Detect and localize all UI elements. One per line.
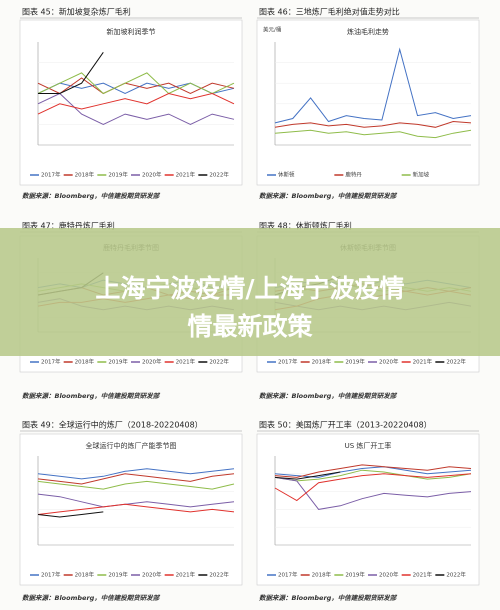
legend-label: 2018年	[75, 358, 95, 366]
legend-label: 休斯顿	[278, 171, 295, 179]
legend-label: 2021年	[413, 358, 433, 366]
legend-label: 2022年	[446, 358, 466, 366]
series-line	[274, 129, 472, 139]
banner-line: 情最新政策	[187, 312, 313, 341]
source-note: 数据来源：Bloomberg，中信建投期货研发部	[22, 192, 161, 200]
series-line	[274, 473, 472, 502]
series-line	[37, 473, 235, 485]
source-note: 数据来源：Bloomberg，中信建投期货研发部	[259, 594, 398, 602]
series-line	[37, 480, 235, 490]
series-line	[274, 469, 472, 482]
legend-label: 2017年	[278, 358, 298, 366]
legend-label: 2020年	[142, 571, 162, 579]
legend-label: 2017年	[278, 571, 298, 579]
legend-label: 2020年	[142, 171, 162, 179]
series-line	[37, 72, 235, 95]
series-line	[37, 493, 235, 508]
legend-label: 2019年	[345, 571, 365, 579]
legend-label: 新加坡	[413, 171, 430, 179]
legend-label: 2022年	[446, 571, 466, 579]
legend-label: 2019年	[345, 358, 365, 366]
banner-band	[0, 228, 500, 356]
legend-label: 2022年	[209, 358, 229, 366]
chart-title: 全球运行中的炼厂产能季节图	[86, 441, 177, 450]
legend-label: 2020年	[142, 358, 162, 366]
chart-frame	[256, 19, 480, 186]
legend-label: 2017年	[41, 571, 61, 579]
legend-label: 2021年	[176, 171, 196, 179]
legend-label: 2021年	[176, 571, 196, 579]
chart-title: US 炼厂开工率	[345, 441, 392, 450]
chart-title: 新加坡利润季节	[107, 27, 156, 36]
legend-label: 2019年	[108, 571, 128, 579]
legend-label: 2018年	[312, 571, 332, 579]
banner-line: 上海宁波疫情/上海宁波疫情	[95, 274, 404, 303]
source-note: 数据来源：Bloomberg，中信建投期货研发部	[22, 392, 161, 400]
series-line	[38, 52, 104, 94]
series-line	[37, 92, 235, 115]
series-line	[37, 503, 235, 515]
legend-label: 2020年	[379, 571, 399, 579]
series-line	[274, 476, 472, 510]
figure-caption: 图表 46：三地炼厂毛利绝对值走势对比	[259, 7, 400, 17]
series-line	[274, 471, 341, 480]
series-line	[274, 466, 472, 478]
series-line	[274, 47, 472, 124]
legend-label: 2021年	[176, 358, 196, 366]
legend-label: 2020年	[379, 358, 399, 366]
chart-frame	[19, 19, 243, 186]
series-line	[37, 511, 104, 518]
source-note: 数据来源：Bloomberg，中信建投期货研发部	[22, 594, 161, 602]
legend-label: 2022年	[209, 171, 229, 179]
figure-caption: 图表 50：美国炼厂开工率（2013-20220408）	[259, 420, 432, 430]
source-note: 数据来源：Bloomberg，中信建投期货研发部	[259, 192, 398, 200]
series-line	[274, 464, 472, 478]
series-line	[37, 468, 235, 480]
legend-label: 2018年	[75, 171, 95, 179]
legend-label: 2022年	[209, 571, 229, 579]
legend-label: 2018年	[75, 571, 95, 579]
legend-label: 2019年	[108, 171, 128, 179]
figure-caption: 图表 49：全球运行中的炼厂（2018-20220408）	[22, 420, 203, 430]
figure-caption: 图表 47：鹿特丹炼厂毛利	[22, 221, 115, 231]
legend-label: 鹿特丹	[345, 171, 362, 179]
figure-caption: 图表 48：休斯顿炼厂毛利	[259, 221, 352, 231]
series-line	[274, 120, 472, 128]
legend-label: 2018年	[312, 358, 332, 366]
series-line	[37, 92, 235, 125]
figure-caption: 图表 45：新加坡复杂炼厂毛利	[22, 7, 131, 17]
chart-title: 炼油毛利走势	[347, 27, 389, 36]
legend-label: 2017年	[41, 358, 61, 366]
source-note: 数据来源：Bloomberg，中信建投期货研发部	[259, 392, 398, 400]
legend-label: 2019年	[108, 358, 128, 366]
y-axis-label: 美元/桶	[263, 26, 282, 34]
legend-label: 2021年	[413, 571, 433, 579]
legend-label: 2017年	[41, 171, 61, 179]
